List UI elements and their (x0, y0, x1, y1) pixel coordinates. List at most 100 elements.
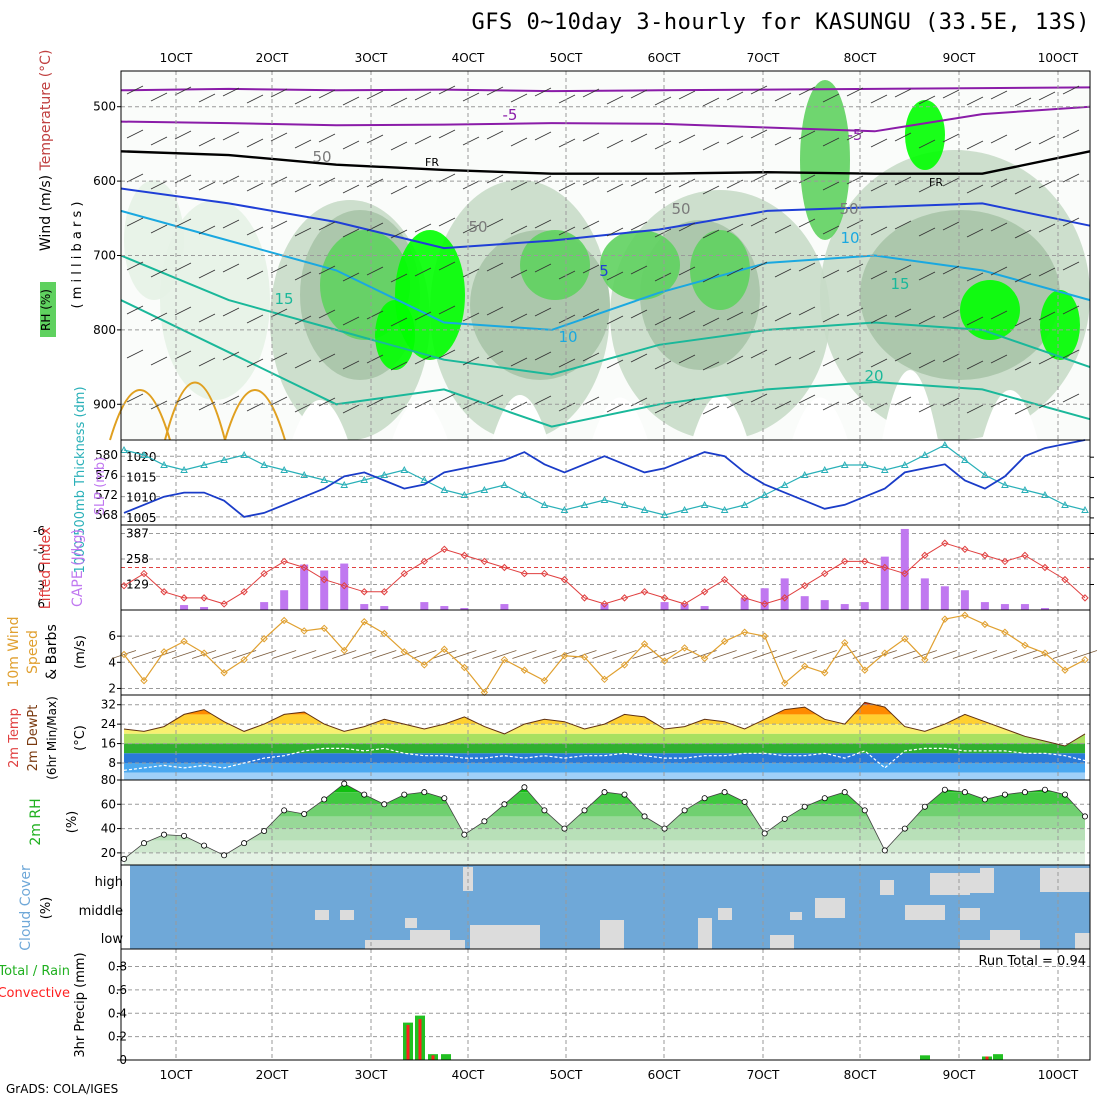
upper-wind-barb (990, 178, 1008, 188)
wind-speed-line-point (600, 675, 609, 684)
rh2m-axis-label: 2m RH (28, 798, 44, 845)
wind-speed-line-point (260, 635, 268, 643)
rh-shading (124, 180, 184, 300)
surface-wind-barb (712, 650, 737, 659)
upper-wind-barb (558, 226, 576, 236)
upper-wind-barb (246, 402, 264, 412)
thickness-line-point (1061, 500, 1069, 508)
lifted-axis-label: Lifted Index (38, 527, 54, 609)
wind-speed-line-point (620, 661, 629, 669)
cloud-clear-gap (790, 912, 802, 920)
upper-wind-barb (150, 92, 168, 102)
upper-wind-barb (822, 313, 840, 323)
upper-wind-barb (654, 272, 672, 282)
upper-wind-barb (126, 349, 144, 359)
upper-wind-barb (366, 310, 384, 320)
lifted-index-line-point (740, 594, 749, 602)
upper-wind-barb (678, 178, 696, 188)
lifted-index-line-point (280, 557, 288, 566)
thickness-tick-label: 572 (95, 488, 118, 502)
thickness-line-point (520, 490, 529, 498)
upper-wind-barb (462, 136, 480, 146)
thickness-line-point (240, 450, 248, 458)
cape-bar (880, 556, 889, 610)
rh2m-line-point (1041, 786, 1048, 793)
upper-wind-barb (534, 395, 552, 405)
thickness-line-point (320, 475, 329, 483)
rh2m-line-point (301, 811, 308, 818)
upper-wind-barb (678, 310, 696, 320)
upper-wind-barb (774, 400, 792, 410)
dewpt-axis-label: 2m DewPt (26, 705, 41, 772)
surface-wind-barb (632, 650, 657, 659)
wind-unit-label: (m/s) (73, 635, 88, 669)
wind-speed-line-point (560, 652, 569, 660)
lifted-index-line-point (160, 588, 168, 596)
bottom-x-tick-label: 3OCT (355, 1068, 388, 1082)
upper-wind-barb (918, 359, 936, 369)
upper-wind-barb (750, 129, 768, 139)
thickness-line-point (180, 465, 188, 473)
rh-shading (375, 300, 415, 370)
wind-speed-line-point (360, 618, 368, 626)
rh2m-line-point (321, 796, 328, 803)
bottom-x-tick-label: 1OCT (160, 1068, 193, 1082)
upper-wind-barb (390, 405, 408, 415)
rh2m-line-point (141, 840, 148, 847)
contour-label: 10 (558, 328, 577, 346)
surface-wind-barb (131, 650, 157, 659)
surface-wind-barb (272, 650, 297, 659)
upper-wind-barb (390, 273, 408, 283)
upper-wind-barb (750, 305, 768, 315)
upper-wind-barb (990, 222, 1008, 232)
upper-wind-barb (894, 88, 912, 98)
upper-wind-barb (294, 315, 312, 325)
cape-bar (360, 604, 369, 610)
thickness-line-point (660, 510, 669, 518)
rh-shading (860, 210, 1060, 380)
upper-wind-barb (318, 177, 336, 187)
lifted-index-line-point (640, 588, 649, 596)
upper-wind-barb (894, 308, 912, 318)
upper-wind-barb (870, 94, 888, 104)
upper-wind-barb (150, 268, 168, 278)
cloud-clear-gap (340, 910, 354, 920)
upper-wind-barb (822, 357, 840, 367)
upper-wind-barb (702, 185, 720, 195)
upper-wind-barb (534, 307, 552, 317)
warm-isotherm (224, 389, 286, 441)
slp-tick-label: 1005 (126, 511, 157, 525)
thickness-tick-label: 568 (95, 508, 118, 522)
cape-bar (920, 578, 929, 610)
rh2m-line-point (701, 795, 708, 802)
upper-wind-barb (678, 266, 696, 276)
thickness-line-point (840, 460, 849, 468)
wind-speed-line-point (780, 679, 789, 687)
upper-wind-barb (870, 182, 888, 192)
thickness-line-point (200, 460, 208, 468)
lifted-index-line-point (1081, 594, 1089, 602)
rh2m-line-point (381, 801, 388, 808)
upper-wind-barb (702, 141, 720, 151)
rh2m-line-point (121, 855, 128, 862)
cloud-clear-gap (905, 905, 945, 920)
upper-wind-barb (582, 396, 600, 406)
upper-wind-barb (966, 272, 984, 282)
surface-wind-barb (932, 650, 957, 659)
cape-axis-label: CAPE (J/kg) (70, 529, 86, 607)
lifted-index-line-point (120, 582, 128, 590)
upper-wind-barb (390, 97, 408, 107)
pressure-tick-label: 600 (93, 174, 116, 188)
upper-wind-barb (366, 134, 384, 144)
upper-wind-barb (798, 394, 816, 404)
upper-wind-barb (366, 266, 384, 276)
upper-wind-barb (510, 225, 528, 235)
upper-wind-barb (558, 358, 576, 368)
upper-wind-barb (942, 221, 960, 231)
cape-bar (460, 608, 469, 610)
upper-wind-barb (294, 271, 312, 281)
upper-wind-barb (990, 134, 1008, 144)
cape-bar (180, 605, 189, 610)
upper-wind-barb (534, 263, 552, 273)
